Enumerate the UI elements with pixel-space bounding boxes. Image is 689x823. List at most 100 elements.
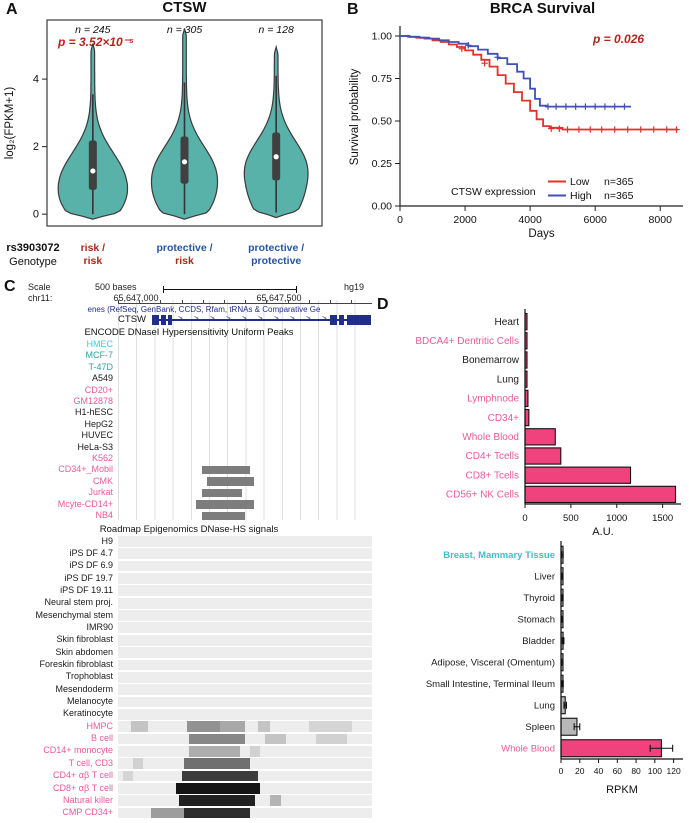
roadmap-row-band-10 (118, 659, 372, 671)
roadmap-row-band-6 (118, 610, 372, 621)
bar-label-2: Thyroid (523, 593, 555, 604)
x-tick-label: 120 (667, 766, 681, 776)
roadmap-row-band-3 (118, 573, 372, 584)
bar-label-8: Spleen (525, 722, 555, 733)
roadmap-signal-19-0 (123, 770, 134, 782)
bar-label-4: Lymphnode (467, 394, 519, 405)
y-tick-label: 0.75 (372, 73, 393, 85)
n-label-2: n = 128 (259, 24, 294, 36)
gene-exon-4 (339, 314, 344, 325)
roadmap-row-band-4 (118, 585, 372, 597)
gene-arrow: > (194, 313, 199, 323)
x-tick-label: 80 (631, 766, 641, 776)
assembly-label: hg19 (344, 282, 365, 292)
encode-row-label-0: HMEC (86, 339, 114, 349)
y-tick-label: 2 (33, 141, 39, 153)
genes-track-label: enes (RefSeq, GenBank, CCDS, Rfam, tRNAs… (87, 304, 321, 314)
panel-a-title: CTSW (162, 0, 207, 16)
roadmap-row-band-11 (118, 671, 372, 683)
encode-row-label-8: HUVEC (81, 430, 113, 441)
coord-tick (202, 299, 204, 303)
x-tick-label: 20 (575, 766, 585, 776)
encode-peak-11 (201, 465, 251, 475)
bar-label-5: Adipose, Visceral (Omentum) (431, 657, 555, 668)
coord-tick (287, 299, 289, 303)
roadmap-signal-18-0 (133, 758, 144, 770)
gene-arrow: > (274, 313, 279, 323)
roadmap-row-band-13 (118, 696, 372, 708)
encode-row-label-12: CMK (93, 475, 113, 486)
panel-b-title: BRCA Survival (489, 0, 596, 17)
coord-tick (308, 299, 310, 303)
x-tick-label: 6000 (583, 214, 607, 226)
encode-peak-13 (201, 488, 243, 498)
genotype-label-2-1: protective (251, 255, 302, 267)
roadmap-signal-15-0 (130, 721, 149, 733)
genotype-header-line1: rs3903072 (6, 242, 60, 254)
roadmap-signal-21-0 (179, 795, 256, 807)
bar-label-9: CD56+ NK Cells (446, 490, 519, 501)
genotype-header-line2: Genotype (9, 256, 57, 268)
gene-exon-1 (161, 314, 166, 325)
roadmap-row-band-0 (118, 536, 372, 547)
roadmap-row-label-14: Keratinocyte (62, 708, 113, 719)
x-tick-label: 0 (522, 513, 527, 524)
roadmap-signal-15-2 (219, 721, 245, 733)
bar-label-6: Small Intestine, Terminal Ileum (426, 679, 555, 690)
x-axis-label: RPKM (606, 784, 638, 796)
y-tick-label: 1.00 (372, 31, 393, 43)
roadmap-signal-15-1 (186, 721, 220, 733)
roadmap-row-label-9: Skin abdomen (55, 646, 113, 657)
roadmap-row-label-10: Foreskin fibroblast (39, 659, 113, 669)
encode-peak-15 (201, 511, 245, 520)
roadmap-row-label-0: H9 (101, 535, 113, 546)
roadmap-row-band-12 (118, 684, 372, 695)
roadmap-row-label-22: CMP CD34+ (62, 807, 113, 818)
roadmap-signal-22-0 (151, 807, 184, 819)
roadmap-row-label-11: Trophoblast (65, 671, 113, 682)
median-dot-0 (90, 168, 96, 174)
roadmap-row-band-9 (118, 647, 372, 658)
gene-exon-5 (347, 314, 371, 325)
panel-a-letter: A (6, 1, 18, 18)
roadmap-row-label-13: Melanocyte (66, 696, 113, 706)
coord-tick (139, 299, 141, 303)
encode-row-label-2: T-47D (88, 361, 113, 372)
coord-right: 65,647,500 (256, 293, 302, 303)
roadmap-row-label-12: Mesendoderm (55, 683, 113, 694)
genotype-axis: rs3903072 Genotype risk / risk protective … (0, 240, 345, 274)
encode-row-label-13: Jurkat (88, 487, 113, 498)
y-tick-label: 0.00 (372, 201, 393, 213)
km-curve-high (400, 35, 631, 108)
panel-d-letter: D (377, 296, 389, 313)
encode-peak-14 (195, 500, 254, 509)
legend-label-high: High (570, 190, 592, 202)
roadmap-row-band-14 (118, 708, 372, 720)
y-axis-label: log₂(FPKM+1) (4, 87, 16, 160)
gene-arrow: > (306, 313, 311, 323)
roadmap-row-label-2: iPS DF 6.9 (69, 560, 113, 571)
roadmap-row-band-19 (118, 770, 372, 782)
roadmap-row-band-5 (118, 597, 372, 609)
roadmap-signal-17-0 (189, 745, 240, 757)
coord-tick (266, 299, 268, 303)
coord-tick (160, 299, 162, 303)
coord-tick (118, 299, 119, 303)
scale-bar-end-right (296, 286, 297, 293)
roadmap-row-band-17 (118, 745, 372, 757)
y-tick-label: 4 (33, 74, 39, 86)
bar-8 (524, 466, 632, 484)
roadmap-row-band-2 (118, 560, 372, 572)
genotype-label-0-1: risk (83, 255, 103, 267)
scale-value: 500 bases (95, 282, 137, 292)
roadmap-signal-19-1 (181, 770, 258, 782)
roadmap-signal-17-1 (250, 745, 261, 757)
bar-label-9: Whole Blood (501, 743, 555, 754)
gene-line (152, 319, 371, 321)
legend-label-low: Low (570, 176, 590, 188)
y-tick-label: 0 (33, 209, 39, 221)
encode-row-label-5: GM12878 (73, 396, 113, 406)
y-tick-label: 0.25 (372, 158, 393, 170)
bar-label-6: Whole Blood (462, 432, 519, 443)
